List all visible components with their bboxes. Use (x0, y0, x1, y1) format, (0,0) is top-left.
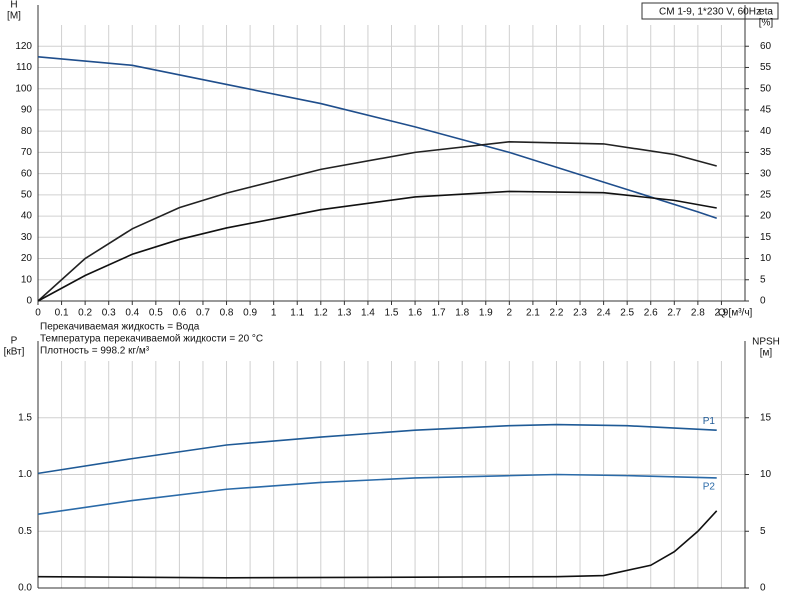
y2-tick-label: 60 (760, 41, 772, 52)
x-tick-label: 2.6 (644, 308, 658, 319)
y2-tick-label: 0 (760, 583, 766, 594)
y-axis-label: H (10, 0, 17, 11)
y2-tick-label: 35 (760, 147, 772, 158)
series-line (37, 510, 718, 579)
series-line (37, 56, 717, 219)
x-tick-label: 0.9 (243, 308, 257, 319)
series-line (37, 423, 717, 475)
y2-tick-label: 20 (760, 211, 772, 222)
y-tick-label: 1.5 (18, 412, 32, 423)
y2-axis-label: eta (759, 7, 773, 18)
y-tick-label: 30 (21, 232, 33, 243)
annotation: Плотность = 998.2 кг/м³ (40, 346, 150, 357)
x-tick-label: 0 (35, 308, 41, 319)
y2-tick-label: 30 (760, 168, 772, 179)
annotation: Перекачиваемая жидкость = Вода (40, 322, 200, 333)
y-axis-label: [кВт] (4, 347, 25, 358)
x-tick-label: 1.7 (432, 308, 446, 319)
x-tick-label: 0.5 (149, 308, 163, 319)
x-tick-label: 0.7 (196, 308, 210, 319)
x-tick-label: 1.8 (455, 308, 469, 319)
x-tick-label: 1.9 (479, 308, 493, 319)
x-axis-label: Q [м³/ч] (718, 308, 753, 319)
y-tick-label: 50 (21, 189, 33, 200)
y-axis-label: P (11, 336, 18, 347)
y2-tick-label: 15 (760, 232, 772, 243)
series-line (37, 473, 717, 516)
y-tick-label: 80 (21, 126, 33, 137)
x-tick-label: 2.1 (526, 308, 540, 319)
y2-tick-label: 55 (760, 62, 772, 73)
y2-axis-label: NPSH (752, 337, 780, 348)
y-tick-label: 40 (21, 211, 33, 222)
x-tick-label: 0.8 (220, 308, 234, 319)
y2-axis-label: [м] (760, 348, 773, 359)
x-tick-label: 1.6 (408, 308, 422, 319)
y-tick-label: 70 (21, 147, 33, 158)
series-label: P1 (703, 416, 716, 427)
y-tick-label: 20 (21, 253, 33, 264)
x-tick-label: 1.2 (314, 308, 328, 319)
x-tick-label: 0.2 (78, 308, 92, 319)
y2-tick-label: 5 (760, 274, 766, 285)
x-tick-label: 0.6 (172, 308, 186, 319)
y2-tick-label: 15 (760, 412, 772, 423)
y2-tick-label: 45 (760, 105, 772, 116)
x-tick-label: 0.4 (125, 308, 139, 319)
y-tick-label: 0.0 (18, 583, 32, 594)
y2-tick-label: 10 (760, 469, 772, 480)
y-tick-label: 0 (26, 296, 32, 307)
annotation: Температура перекачиваемой жидкости = 20… (40, 334, 263, 345)
x-tick-label: 1.4 (361, 308, 375, 319)
series-label: P2 (703, 482, 716, 493)
x-tick-label: 1.5 (385, 308, 399, 319)
y2-tick-label: 50 (760, 83, 772, 94)
y2-tick-label: 0 (760, 296, 766, 307)
y-axis-label: [M] (7, 11, 21, 22)
y2-tick-label: 5 (760, 526, 766, 537)
y2-tick-label: 25 (760, 189, 772, 200)
x-tick-label: 2.9 (714, 308, 728, 319)
x-tick-label: 1 (271, 308, 277, 319)
x-tick-label: 2.7 (667, 308, 681, 319)
y-tick-label: 90 (21, 105, 33, 116)
x-tick-label: 1.1 (290, 308, 304, 319)
x-tick-label: 1.3 (337, 308, 351, 319)
chart-title: CM 1-9, 1*230 V, 60Hz (659, 7, 761, 18)
y-tick-label: 60 (21, 168, 33, 179)
y2-axis-label: [%] (759, 18, 774, 29)
x-tick-label: 2.2 (550, 308, 564, 319)
title-box (641, 2, 779, 20)
y-tick-label: 120 (15, 41, 32, 52)
y-tick-label: 110 (16, 62, 32, 73)
x-tick-label: 0.3 (102, 308, 116, 319)
x-tick-label: 2.5 (620, 308, 634, 319)
x-tick-label: 2.8 (691, 308, 705, 319)
y2-tick-label: 10 (760, 253, 772, 264)
y2-tick-label: 40 (760, 126, 772, 137)
y-tick-label: 1.0 (18, 469, 32, 480)
series-line (37, 140, 717, 302)
x-tick-label: 2 (507, 308, 513, 319)
y-tick-label: 100 (15, 83, 32, 94)
y-tick-label: 0.5 (18, 526, 32, 537)
x-tick-label: 2.3 (573, 308, 587, 319)
x-tick-label: 0.1 (55, 308, 69, 319)
series-line (37, 190, 717, 302)
x-tick-label: 2.4 (597, 308, 611, 319)
y-tick-label: 10 (21, 274, 33, 285)
